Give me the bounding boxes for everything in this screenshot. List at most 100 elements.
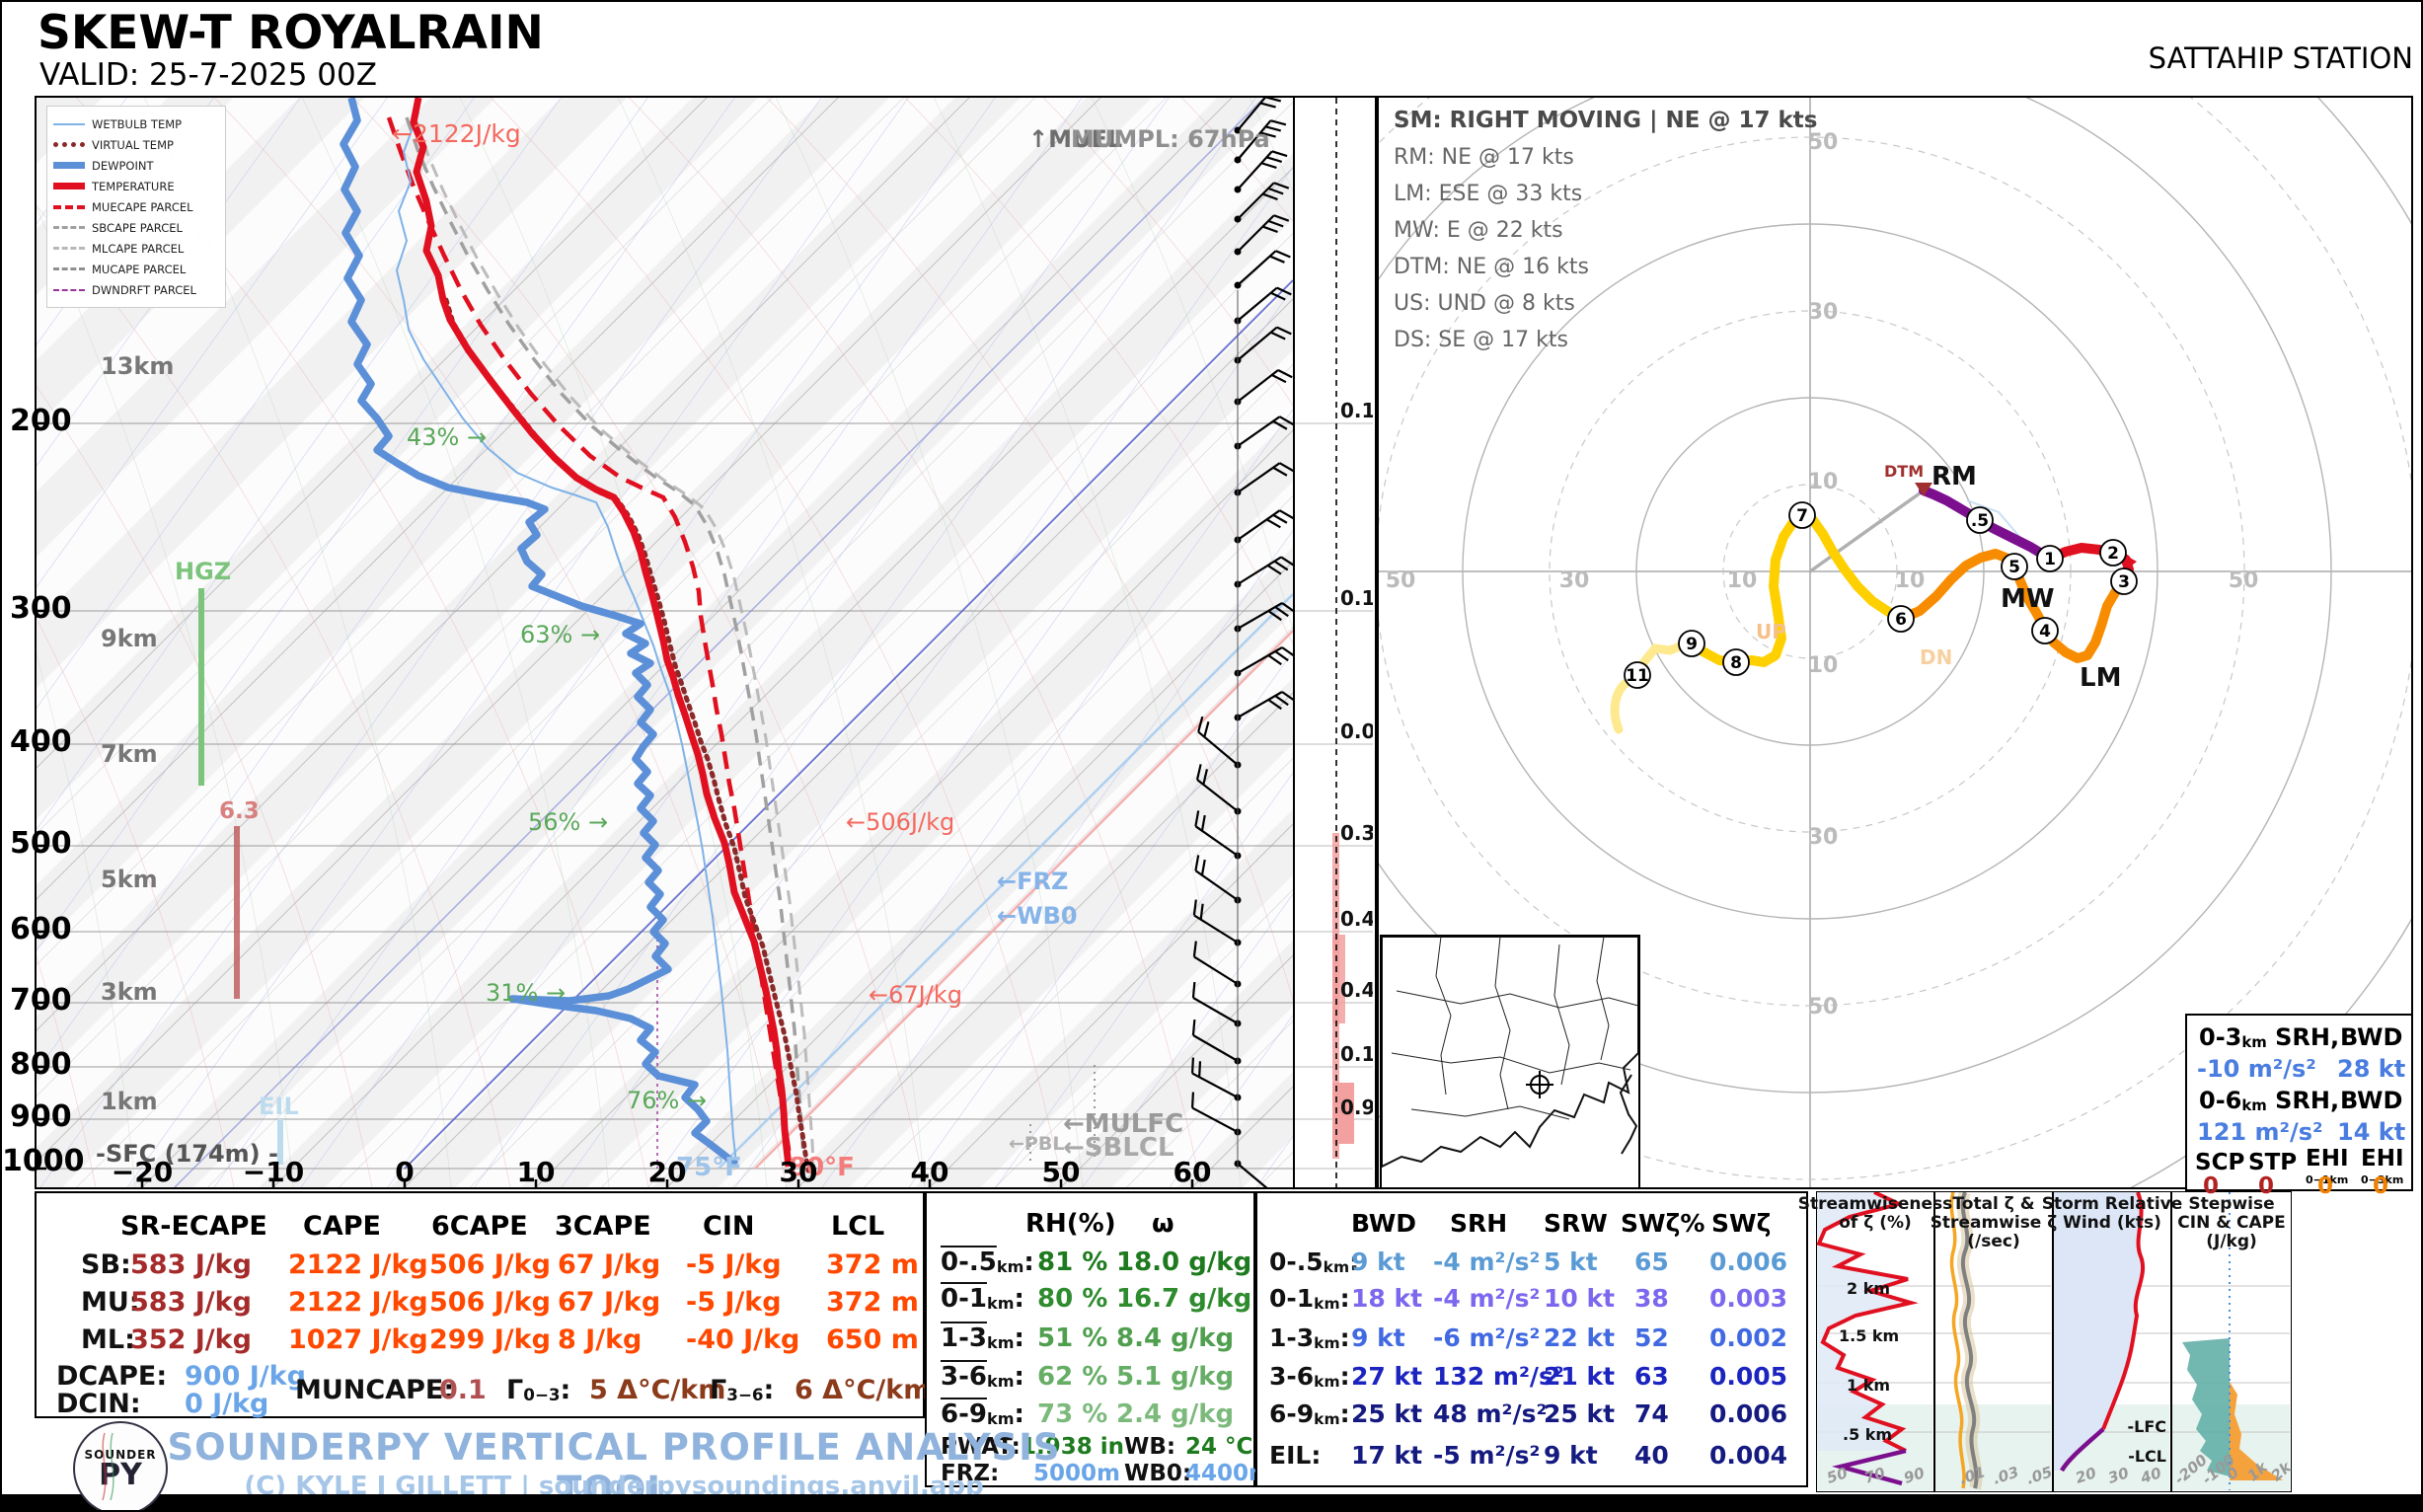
svg-text:0.1: 0.1 [1340, 399, 1373, 422]
isotherm-0c [404, 279, 1293, 1170]
mu-cape: 2122 J/kg [288, 1287, 428, 1318]
cape67-annotation: ←67J/kg [869, 981, 962, 1009]
kin-row-label: 3-6km: [1269, 1362, 1350, 1391]
sb-cape: 2122 J/kg [288, 1249, 428, 1280]
swzpct-value: 74 [1634, 1399, 1669, 1428]
mu-srecape: 583 J/kg [130, 1287, 252, 1318]
ehi3-value: 0 [2373, 1173, 2389, 1199]
ml-lcl: 650 m [826, 1324, 919, 1355]
pressure-400: 400 [10, 724, 72, 759]
mulfc-annotation: ←MULFC [1063, 1109, 1183, 1139]
wetbulb-line-sample [53, 122, 85, 125]
dcape-value: 900 J/kg [185, 1361, 306, 1392]
kin-row-label: 0-.5km: [1269, 1247, 1360, 1276]
srw-curve-low [2060, 1427, 2105, 1473]
sb-cin: -5 J/kg [686, 1249, 782, 1280]
mixing-ratio-value: 18.0 g/kg [1116, 1247, 1252, 1277]
svg-text:6: 6 [1895, 610, 1907, 630]
legend-item: VIRTUAL TEMP [53, 134, 219, 155]
vorticity-panel: Total ζ & Streamwise ζ (/sec) .01 .03 .05 [1931, 1191, 2057, 1492]
stp-header: STP [2248, 1150, 2298, 1175]
eil-label: EIL [259, 1093, 299, 1120]
hodo-height-markers: 7 6 5 4 3 2 1 .5 8 9 11 [1624, 501, 2138, 689]
mucape-sample [53, 267, 85, 270]
isotherm-80f [754, 630, 1293, 1170]
sbcape-sample [53, 226, 85, 229]
rh-annotation-31: 31% → [486, 979, 566, 1007]
height-1km-label: 1 km [1847, 1376, 1891, 1395]
legend-item: MLCAPE PARCEL [53, 238, 219, 259]
pressure-gridlines [37, 422, 1293, 1170]
srw-panel: Storm Relative Wind (kts) -LFC -LCL 20 30… [2042, 1191, 2182, 1492]
skewt-legend: WETBULB TEMP VIRTUAL TEMP DEWPOINT TEMPE… [46, 106, 226, 308]
pwat-value: 1.938 in [1021, 1434, 1125, 1460]
hodo-trace-6-9km [1687, 510, 1906, 667]
srh-value: 48 m²/s² [1433, 1399, 1548, 1428]
kin-row-label: EIL: [1269, 1441, 1322, 1470]
rh-value: 81 % [1037, 1247, 1108, 1277]
swz-header: SWζ [1711, 1209, 1772, 1238]
lapse-3-6-label: Γ3−6: [710, 1375, 775, 1405]
lapse-0-3-label: Γ0−3: [506, 1375, 571, 1405]
rh-value: 73 % [1037, 1399, 1108, 1429]
wetbulb-curve [395, 112, 737, 1165]
bwd-value: 25 kt [1351, 1399, 1423, 1428]
rh-value: 62 % [1037, 1362, 1108, 1392]
panel1-title: Streamwiseness of ζ (%) [1797, 1194, 1953, 1233]
streamwise-zeta-curve [1949, 1192, 1966, 1489]
pressure-300: 300 [10, 591, 72, 626]
temp-tick: −10 [243, 1156, 304, 1187]
pressure-1000: 1000 [2, 1144, 85, 1178]
mlcape-sample [53, 247, 85, 250]
mucape-parcel-curve [415, 120, 815, 1164]
lapse-label: 6.3 [219, 798, 260, 824]
height-3km: 3km [101, 978, 158, 1006]
svg-text:30: 30 [1808, 300, 1839, 325]
logo-text-sounder: SOUNDER [84, 1448, 157, 1462]
swz-value: 0.004 [1709, 1441, 1788, 1470]
bwd-value: 17 kt [1351, 1441, 1423, 1470]
ehi1-value: 0 [2317, 1173, 2334, 1199]
hgz-bar [198, 588, 204, 786]
temp-tick: 20 [648, 1156, 687, 1187]
svg-text:MW: MW [2001, 584, 2055, 614]
map-coastline [1382, 937, 1638, 1169]
svg-text:4: 4 [2039, 622, 2051, 642]
dtm-line: DTM: NE @ 16 kts [1394, 255, 1589, 279]
storm-motion-block: SM: RIGHT MOVING | NE @ 17 kts RM: NE @ … [1394, 103, 1817, 358]
pressure-800: 800 [10, 1047, 72, 1082]
svg-text:0.4: 0.4 [1340, 978, 1373, 1002]
scp-header: SCP [2195, 1150, 2245, 1175]
swz-value: 0.002 [1709, 1323, 1788, 1352]
bwd-0-6-value: 14 kt [2337, 1118, 2406, 1146]
valid-time: VALID: 25-7-2025 00Z [39, 57, 377, 93]
stp-value: 0 [2258, 1173, 2275, 1199]
hodo-trace-arrowhead [2123, 554, 2137, 570]
map-east-coast [1619, 1074, 1638, 1155]
pressure-500: 500 [10, 826, 72, 861]
kin-row-label: 6-9km: [1269, 1399, 1350, 1428]
temp-tick: 50 [1042, 1156, 1081, 1187]
svg-text:DTM: DTM [1884, 462, 1924, 481]
stepwise-cape-area [2230, 1382, 2283, 1480]
mucape-annotation: ←2122J/kg [392, 119, 521, 148]
svg-text:10: 10 [1895, 568, 1926, 593]
srw-value: 9 kt [1544, 1441, 1598, 1470]
srh-0-3-header: 0-3km SRH, [2199, 1023, 2340, 1051]
axis-ticks [37, 421, 1194, 1187]
mixing-ratio-value: 8.4 g/kg [1116, 1323, 1235, 1353]
height-2km-label: 2 km [1847, 1279, 1891, 1298]
hodograph-plot: 50 30 10 10 30 50 50 30 10 10 50 [1379, 98, 2411, 1187]
muncape-value: 0.1 [439, 1375, 487, 1405]
svg-text:LM: LM [2080, 663, 2121, 693]
bwd-value: 27 kt [1351, 1362, 1423, 1391]
svg-text:11: 11 [1626, 666, 1649, 686]
pressure-900: 900 [10, 1099, 72, 1134]
sb-lcl: 372 m [826, 1249, 919, 1280]
stepwise-panel: Stepwise CIN & CAPE (J/kg) -200 -100 0 1k … [2171, 1191, 2295, 1492]
swz-value: 0.006 [1709, 1247, 1788, 1276]
footer-title: SOUNDERPY VERTICAL PROFILE ANALYSIS TOOL [167, 1426, 1061, 1511]
legend-item: MUCAPE PARCEL [53, 259, 219, 279]
mu-3cape: 67 J/kg [558, 1287, 661, 1318]
